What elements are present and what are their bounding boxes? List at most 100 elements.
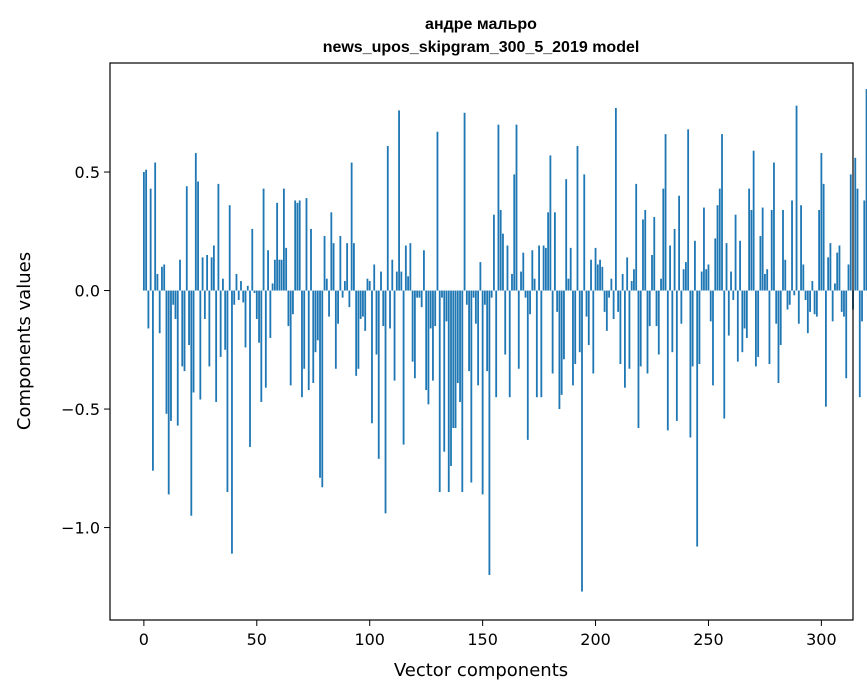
bar [544, 247, 547, 291]
bar [497, 124, 500, 291]
bar [843, 290, 845, 317]
bar [700, 271, 703, 291]
bar [237, 290, 240, 301]
bar [447, 290, 450, 493]
bar [468, 290, 470, 372]
bar [563, 290, 565, 360]
bar [779, 290, 782, 346]
bar [172, 290, 175, 305]
bar [495, 290, 498, 398]
plot-frame [109, 62, 854, 621]
x-axis-label: Vector components [394, 660, 568, 681]
bar [549, 155, 552, 291]
bar [420, 290, 423, 308]
bar [660, 278, 662, 291]
bar [142, 172, 145, 291]
bar [386, 145, 389, 291]
bar [684, 262, 687, 291]
bar [716, 205, 719, 291]
bar [307, 290, 310, 391]
bar [161, 266, 163, 291]
bar [208, 290, 211, 367]
bar [314, 290, 317, 353]
bar [764, 273, 766, 291]
bar [377, 290, 380, 459]
bar [167, 290, 170, 495]
bar [687, 129, 690, 291]
bar [655, 290, 658, 327]
bar [646, 290, 649, 374]
bar [269, 290, 272, 338]
bar [784, 259, 787, 291]
bar [242, 290, 245, 303]
bar [770, 209, 773, 291]
bar [398, 110, 400, 291]
bar [233, 290, 236, 305]
bar [321, 290, 324, 488]
bar [296, 202, 299, 291]
bar [813, 290, 816, 315]
bar [450, 290, 452, 466]
bar [273, 259, 276, 291]
bar [648, 290, 651, 327]
bar [673, 228, 676, 291]
bar [504, 290, 507, 355]
bar [240, 281, 242, 291]
bar [427, 290, 430, 405]
x-tick-label: 50 [247, 630, 267, 649]
bar [576, 145, 579, 291]
bar [170, 290, 172, 421]
bar [404, 245, 407, 291]
bar [380, 271, 382, 291]
bar [626, 257, 629, 291]
x-tick-label: 100 [354, 630, 385, 649]
bar [572, 290, 574, 386]
bar [152, 290, 154, 471]
bar [481, 290, 484, 495]
bar [323, 236, 326, 291]
y-axis-label: Components values [14, 252, 35, 430]
bar [791, 200, 793, 291]
bar [820, 153, 823, 291]
chart-title: андре мальро [425, 16, 537, 33]
bar [226, 290, 229, 493]
bar [174, 290, 177, 319]
bar [752, 150, 755, 291]
bar [384, 290, 387, 514]
bar [786, 290, 789, 310]
bar [262, 188, 265, 291]
bar [587, 290, 590, 346]
bar [470, 290, 473, 483]
bar [707, 264, 710, 291]
bar [486, 290, 489, 372]
bar [409, 243, 412, 291]
y-tick-label: 0.5 [75, 163, 100, 182]
bar [147, 290, 150, 329]
bar [748, 188, 751, 291]
bar [181, 290, 184, 367]
bar [759, 236, 762, 291]
bar [201, 257, 204, 291]
bar [861, 290, 863, 322]
bar [845, 290, 848, 379]
bar [608, 290, 610, 298]
bar [865, 89, 867, 291]
bar [734, 214, 737, 291]
bar [524, 290, 527, 298]
bar [822, 183, 825, 291]
bar [757, 290, 760, 357]
bar [825, 290, 827, 407]
bar [330, 212, 333, 291]
bar [569, 247, 572, 291]
bar [199, 290, 202, 400]
bar [310, 228, 312, 291]
bar [375, 290, 378, 355]
bar [834, 283, 836, 291]
bar [633, 269, 635, 291]
bar [639, 290, 642, 367]
bar [418, 290, 421, 298]
bar [797, 290, 800, 324]
bar [585, 290, 588, 317]
x-axis-ticks: 0 50 100 150 200 250 300 [139, 620, 837, 649]
bar [425, 290, 428, 391]
